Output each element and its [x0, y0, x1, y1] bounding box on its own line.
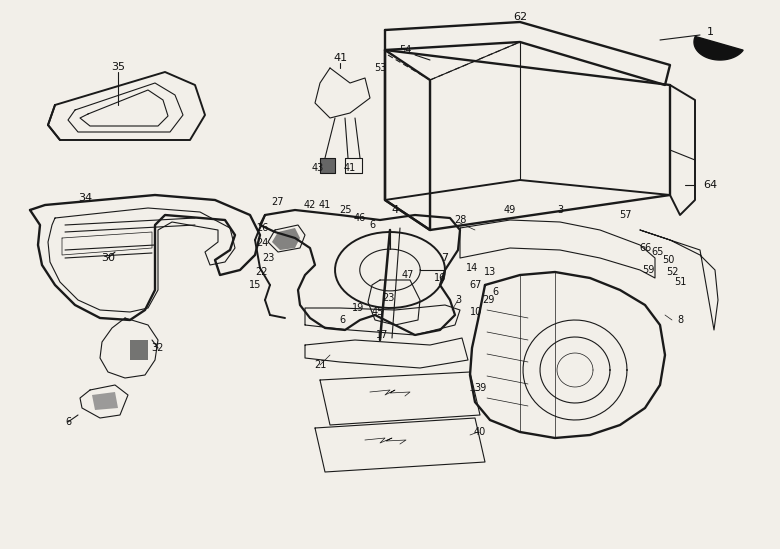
Polygon shape: [92, 392, 118, 410]
Text: 6: 6: [492, 287, 498, 297]
Polygon shape: [320, 158, 335, 173]
Text: 39: 39: [474, 383, 486, 393]
Text: 62: 62: [513, 12, 527, 22]
Text: 53: 53: [374, 63, 386, 73]
Text: 64: 64: [703, 180, 717, 190]
Text: 3: 3: [455, 295, 461, 305]
Text: 41: 41: [319, 200, 332, 210]
Text: 41: 41: [333, 53, 347, 63]
Text: 42: 42: [304, 200, 316, 210]
Text: 49: 49: [504, 205, 516, 215]
Text: 30: 30: [101, 253, 115, 263]
Text: 54: 54: [399, 45, 411, 55]
Text: 40: 40: [474, 427, 486, 437]
Text: 14: 14: [466, 263, 478, 273]
Text: 41: 41: [344, 163, 356, 173]
Text: 28: 28: [454, 215, 466, 225]
Text: 67: 67: [470, 280, 482, 290]
Text: 27: 27: [271, 197, 284, 207]
Text: 17: 17: [376, 330, 388, 340]
Text: 29: 29: [482, 295, 495, 305]
Text: 19: 19: [352, 303, 364, 313]
Text: 22: 22: [256, 267, 268, 277]
Text: 52: 52: [666, 267, 679, 277]
Text: 34: 34: [78, 193, 92, 203]
Text: 59: 59: [642, 265, 654, 275]
Text: 6: 6: [369, 220, 375, 230]
Text: 57: 57: [619, 210, 631, 220]
Text: 24: 24: [256, 238, 268, 248]
Text: 26: 26: [256, 223, 268, 233]
Text: 47: 47: [402, 270, 414, 280]
Text: 35: 35: [111, 62, 125, 72]
Polygon shape: [272, 228, 300, 250]
Text: 7: 7: [441, 253, 448, 263]
Text: 51: 51: [674, 277, 686, 287]
Text: 50: 50: [661, 255, 674, 265]
Text: 25: 25: [339, 205, 351, 215]
Text: 6: 6: [339, 315, 345, 325]
Text: 10: 10: [470, 307, 482, 317]
Text: 4: 4: [392, 205, 399, 215]
Text: 65: 65: [652, 247, 665, 257]
Text: 16: 16: [434, 273, 446, 283]
Text: 66: 66: [639, 243, 651, 253]
Text: 43: 43: [312, 163, 324, 173]
Text: 45: 45: [372, 307, 385, 317]
Text: 46: 46: [354, 213, 366, 223]
Text: 13: 13: [484, 267, 496, 277]
Text: 1: 1: [707, 27, 714, 37]
Text: 8: 8: [677, 315, 683, 325]
Text: 32: 32: [152, 343, 164, 353]
Text: 21: 21: [314, 360, 326, 370]
Polygon shape: [130, 340, 148, 360]
Text: 6: 6: [65, 417, 71, 427]
Text: 23: 23: [382, 293, 394, 303]
Text: 3: 3: [557, 205, 563, 215]
Text: 15: 15: [249, 280, 261, 290]
Polygon shape: [694, 36, 743, 60]
Text: 23: 23: [262, 253, 275, 263]
